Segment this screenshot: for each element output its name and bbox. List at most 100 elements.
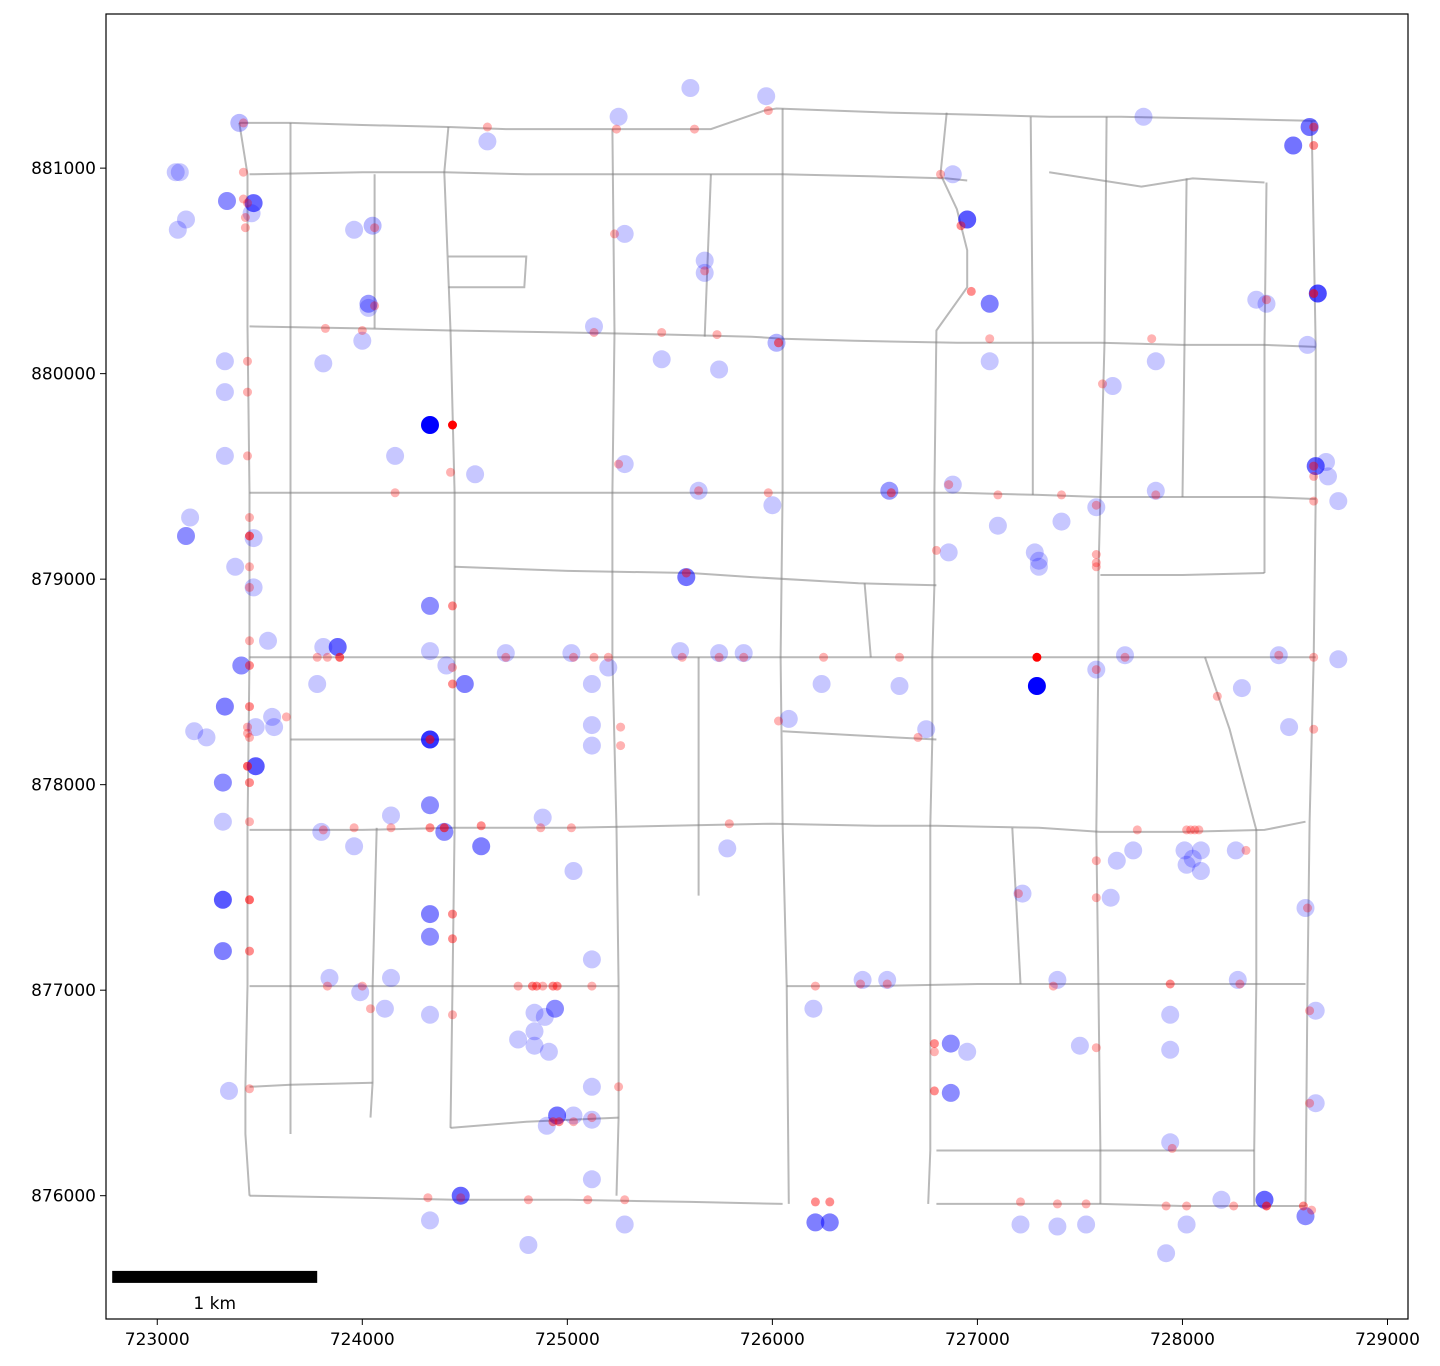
- red-point-157: [810, 1197, 820, 1207]
- red-point-125: [1120, 652, 1130, 662]
- blue-point-101: [582, 1110, 601, 1129]
- red-point-76: [616, 722, 626, 732]
- blue-point-45: [213, 812, 232, 831]
- blue-point-9: [363, 216, 382, 235]
- red-point-62: [657, 328, 667, 337]
- blue-point-64: [478, 132, 497, 151]
- red-point-25: [448, 663, 457, 672]
- red-point-61: [589, 328, 599, 337]
- blue-point-142: [1329, 650, 1348, 669]
- red-point-139: [1303, 903, 1312, 913]
- blue-point-27: [314, 638, 333, 656]
- blue-point-110: [943, 475, 962, 494]
- red-point-81: [513, 981, 523, 991]
- red-point-155: [1307, 1205, 1317, 1215]
- x-tick-label-1: 724000: [330, 1330, 395, 1350]
- blue-point-126: [1257, 294, 1276, 313]
- red-point-100: [944, 480, 954, 490]
- blue-point-24: [244, 578, 263, 597]
- road-segment-35: [1204, 656, 1258, 1206]
- blue-point-60: [451, 1186, 470, 1205]
- blue-point-31: [437, 656, 456, 675]
- blue-point-54: [320, 968, 339, 987]
- red-point-31: [245, 732, 254, 742]
- blue-point-96: [525, 1036, 544, 1055]
- blue-point-82: [734, 644, 753, 663]
- red-point-8: [320, 323, 330, 333]
- red-point-134: [1194, 825, 1204, 835]
- red-point-120: [1309, 461, 1319, 471]
- blue-point-125: [1247, 290, 1266, 309]
- blue-point-30: [232, 656, 251, 675]
- blue-point-121: [980, 352, 999, 371]
- red-point-50: [448, 1010, 457, 1020]
- blue-point-174: [1048, 1217, 1067, 1236]
- road-segment-12: [786, 983, 1306, 988]
- red-point-54: [523, 1195, 533, 1205]
- red-point-70: [569, 652, 578, 662]
- blue-point-145: [1101, 888, 1120, 907]
- blue-point-5: [242, 204, 261, 223]
- road-segment-19: [238, 122, 251, 1196]
- blue-point-34: [215, 697, 234, 716]
- red-point-161: [1081, 1199, 1091, 1209]
- red-point-149: [929, 1047, 939, 1057]
- x-axis: 723000 724000 725000 726000 727000 728000 7290…: [125, 1319, 1420, 1350]
- blue-point-71: [652, 350, 671, 369]
- red-point-158: [825, 1197, 835, 1207]
- blue-point-156: [853, 970, 872, 989]
- blue-point-21: [177, 527, 195, 545]
- red-point-10: [243, 356, 252, 366]
- red-point-124: [1091, 665, 1101, 675]
- blue-point-19: [466, 465, 485, 484]
- y-tick-label-2: 878000: [31, 776, 96, 796]
- blue-point-133: [1319, 467, 1337, 486]
- red-point-39: [386, 823, 396, 833]
- red-point-137: [1091, 893, 1101, 903]
- red-point-114: [1098, 379, 1107, 389]
- red-point-27: [245, 661, 254, 670]
- red-point-33: [425, 735, 435, 744]
- red-point-48: [357, 981, 367, 991]
- blue-point-52: [421, 927, 439, 946]
- blue-point-90: [582, 950, 601, 969]
- blue-point-140: [1232, 679, 1251, 698]
- red-point-153: [1262, 1201, 1271, 1211]
- red-point-110: [966, 286, 976, 296]
- red-point-55: [482, 122, 492, 132]
- red-point-72: [603, 652, 613, 662]
- blue-point-122: [1134, 107, 1153, 126]
- blue-point-134: [1329, 492, 1348, 511]
- red-point-74: [714, 652, 724, 662]
- blue-point-165: [941, 1083, 960, 1102]
- blue-point-79: [562, 644, 581, 663]
- blue-point-76: [763, 496, 782, 515]
- red-point-95: [774, 716, 783, 726]
- blue-point-29: [421, 642, 439, 661]
- blue-point-130: [1103, 377, 1122, 395]
- blue-point-155: [1228, 970, 1247, 989]
- blue-point-77: [677, 568, 696, 587]
- red-point-77: [616, 741, 626, 751]
- blue-point-69: [695, 263, 714, 282]
- red-point-126: [1274, 650, 1284, 660]
- blue-point-164: [958, 1042, 977, 1061]
- red-point-115: [1151, 490, 1161, 500]
- blue-point-161: [1161, 1040, 1180, 1059]
- blue-point-159: [1306, 1001, 1325, 1020]
- blue-point-61: [421, 1211, 439, 1230]
- blue-point-143: [1124, 841, 1143, 860]
- red-point-34: [243, 761, 252, 771]
- red-point-32: [281, 712, 291, 722]
- red-point-21: [245, 636, 254, 646]
- red-point-101: [931, 545, 941, 555]
- blue-point-118: [943, 165, 962, 184]
- road-segment-2: [1049, 171, 1265, 188]
- blue-point-99: [548, 1106, 567, 1125]
- red-point-160: [1052, 1199, 1062, 1209]
- y-axis: 876000 877000 878000 879000 880000 881000: [31, 159, 106, 1207]
- blue-point-65: [681, 79, 700, 97]
- red-point-3: [243, 198, 252, 208]
- plot-background: [106, 14, 1408, 1319]
- blue-point-17: [386, 446, 405, 465]
